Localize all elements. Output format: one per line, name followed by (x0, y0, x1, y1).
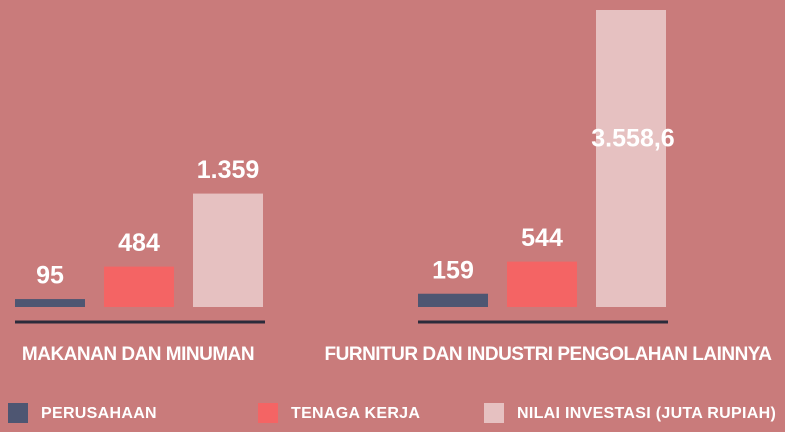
bar (193, 193, 263, 307)
legend-label: PERUSAHAAN (41, 405, 157, 422)
bar (418, 293, 488, 307)
category-label: FURNITUR DAN INDUSTRI PENGOLAHAN LAINNYA (325, 344, 773, 365)
legend-swatch (484, 403, 504, 423)
legend-swatch (8, 403, 28, 423)
bar (15, 299, 85, 307)
value-label: 484 (118, 229, 160, 257)
legend-label: TENAGA KERJA (291, 405, 420, 422)
value-label: 95 (36, 262, 64, 290)
legend-label: NILAI INVESTASI (JUTA RUPIAH) (517, 405, 776, 422)
value-label: 159 (432, 256, 474, 284)
value-label: 1.359 (197, 156, 260, 184)
bar (104, 266, 174, 307)
value-label: 544 (521, 224, 563, 252)
value-label: 3.558,6 (591, 125, 674, 153)
legend-swatch (258, 403, 278, 423)
category-label: MAKANAN DAN MINUMAN (22, 344, 254, 365)
bar (507, 261, 577, 307)
bar (596, 10, 666, 307)
